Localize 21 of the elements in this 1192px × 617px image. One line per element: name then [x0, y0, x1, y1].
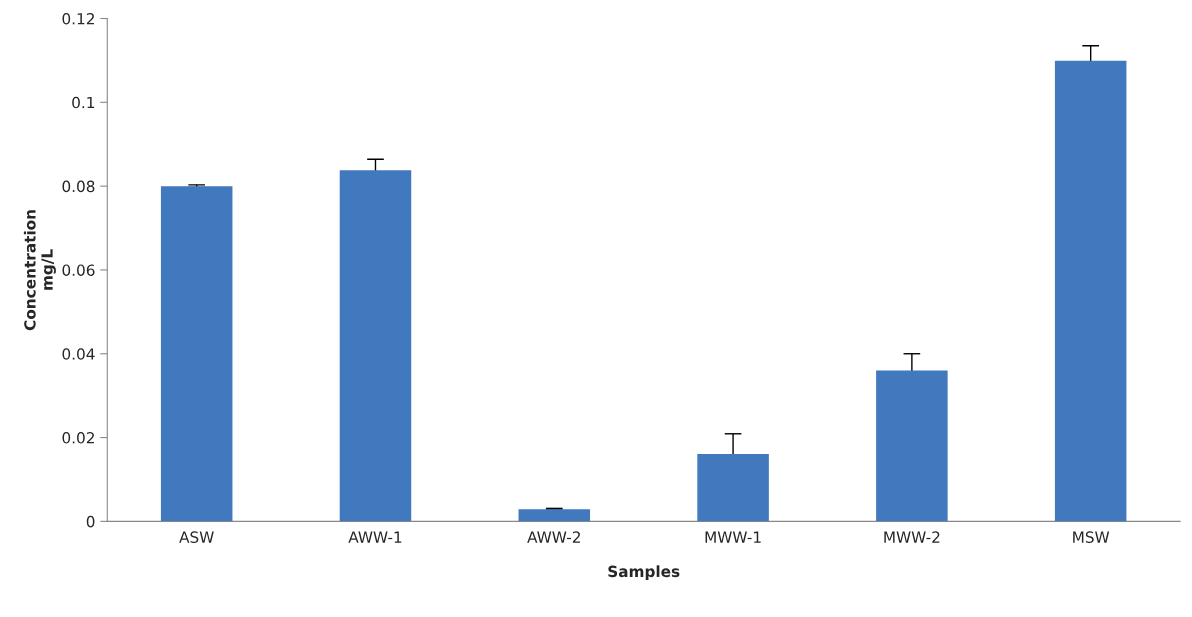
x-tick-label: AWW-1 [348, 531, 402, 543]
y-tick-label: 0.1 [72, 96, 95, 109]
bar [339, 170, 412, 522]
y-tick-label: 0.02 [62, 432, 94, 444]
x-axis-title: Samples [608, 565, 680, 581]
bar [1054, 60, 1127, 522]
y-axis-title: Concentration mg/L [23, 210, 56, 331]
bar [697, 453, 769, 522]
x-tick-label: MSW [1073, 531, 1110, 543]
y-tick-label: 0 [86, 515, 95, 528]
bar [876, 370, 948, 522]
y-tick-label: 0.08 [62, 180, 95, 193]
bar [518, 509, 591, 522]
x-tick-label: AWW-2 [527, 531, 580, 543]
bar [160, 186, 233, 522]
x-tick-label: ASW [179, 531, 214, 543]
y-tick-label: 0.06 [62, 264, 95, 276]
y-tick-label: 0.04 [62, 348, 95, 360]
x-tick-label: MWW-2 [884, 531, 940, 543]
y-tick-label: 0.12 [62, 12, 94, 25]
x-tick-label: MWW-1 [705, 531, 761, 543]
